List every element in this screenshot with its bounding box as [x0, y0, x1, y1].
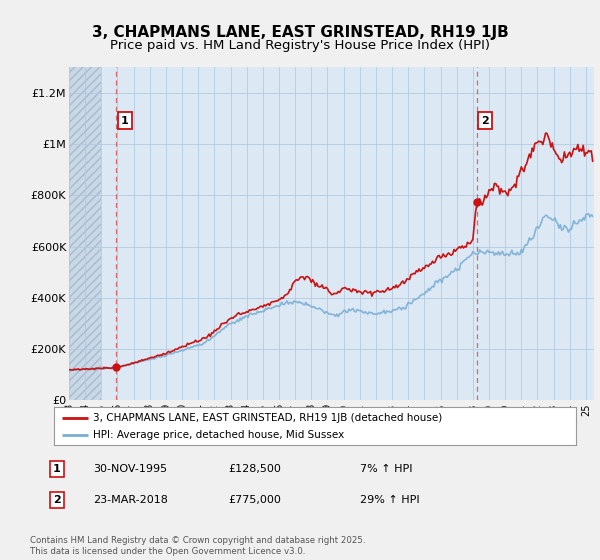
Text: 1: 1: [53, 464, 61, 474]
Text: £775,000: £775,000: [228, 495, 281, 505]
Text: HPI: Average price, detached house, Mid Sussex: HPI: Average price, detached house, Mid …: [93, 430, 344, 440]
Bar: [69, 67, 101, 400]
Text: £128,500: £128,500: [228, 464, 281, 474]
Text: Contains HM Land Registry data © Crown copyright and database right 2025.
This d: Contains HM Land Registry data © Crown c…: [30, 536, 365, 556]
Text: 3, CHAPMANS LANE, EAST GRINSTEAD, RH19 1JB: 3, CHAPMANS LANE, EAST GRINSTEAD, RH19 1…: [92, 25, 508, 40]
Text: 2: 2: [53, 495, 61, 505]
Text: 2: 2: [481, 115, 489, 125]
Text: 7% ↑ HPI: 7% ↑ HPI: [360, 464, 413, 474]
Text: 3, CHAPMANS LANE, EAST GRINSTEAD, RH19 1JB (detached house): 3, CHAPMANS LANE, EAST GRINSTEAD, RH19 1…: [93, 413, 442, 423]
Text: 1: 1: [121, 115, 129, 125]
Text: 30-NOV-1995: 30-NOV-1995: [93, 464, 167, 474]
Text: Price paid vs. HM Land Registry's House Price Index (HPI): Price paid vs. HM Land Registry's House …: [110, 39, 490, 52]
Text: 29% ↑ HPI: 29% ↑ HPI: [360, 495, 419, 505]
Text: 23-MAR-2018: 23-MAR-2018: [93, 495, 168, 505]
